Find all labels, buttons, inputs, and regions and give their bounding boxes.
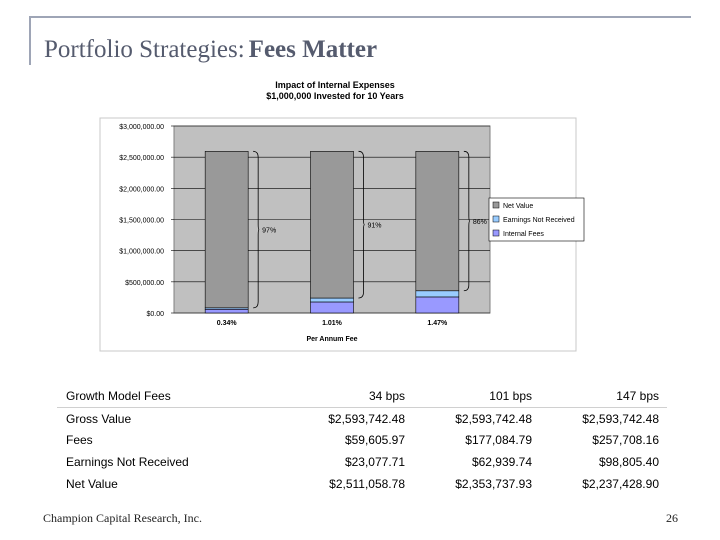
table-cell: $257,708.16 [592, 433, 659, 448]
percent-annotation: 97% [262, 228, 276, 235]
slide-title: Portfolio Strategies: Fees Matter [44, 36, 377, 64]
table-cell: $62,939.74 [471, 455, 532, 470]
slide-title-prefix: Portfolio Strategies: [44, 36, 245, 63]
row-label: Net Value [66, 477, 118, 492]
row-label: Fees [66, 433, 93, 448]
page-number: 26 [666, 511, 678, 525]
net-value-bracket [358, 150, 365, 299]
table-cell: $2,353,737.93 [455, 477, 532, 492]
bar-internal-fees [310, 301, 354, 314]
footer-company: Champion Capital Research, Inc. [43, 511, 202, 525]
y-tick-label: $1,000,000.00 [119, 249, 164, 256]
table-cell: 101 bps [413, 385, 540, 408]
bar-net-value [204, 151, 249, 309]
bar-internal-fees [415, 296, 460, 314]
legend-label: Internal Fees [503, 231, 544, 238]
bar-earnings-not-received [415, 290, 460, 298]
table-cell: 147 bps [540, 385, 667, 408]
table-cell: 34 bps [286, 385, 413, 408]
x-axis-title: Per Annum Fee [306, 336, 357, 343]
y-tick-label: $2,000,000.00 [119, 186, 164, 193]
bar-earnings-not-received [310, 297, 354, 303]
legend-label: Net Value [503, 203, 533, 210]
fees-table: Growth Model Fees 34 bps 101 bps 147 bps… [57, 385, 667, 495]
row-label: Growth Model Fees [57, 385, 286, 408]
legend-label: Earnings Not Received [503, 217, 575, 224]
table-cell: $98,805.40 [598, 455, 659, 470]
table-cell: $2,593,742.48 [328, 411, 405, 426]
y-tick-label: $1,500,000.00 [119, 218, 164, 225]
slide-frame-left [29, 16, 31, 65]
legend-swatch [492, 201, 500, 209]
legend-swatch [492, 215, 500, 223]
table-cell: $23,077.71 [344, 455, 405, 470]
table-row: Earnings Not Received $23,077.71 $62,939… [57, 451, 667, 473]
table-row: Fees $59,605.97 $177,084.79 $257,708.16 [57, 430, 667, 452]
net-value-bracket [463, 150, 470, 292]
table-cell: $2,511,058.78 [329, 477, 405, 492]
y-tick-label: $0.00 [146, 311, 164, 318]
table-row: Growth Model Fees 34 bps 101 bps 147 bps [57, 385, 667, 408]
y-tick-label: $3,000,000.00 [119, 124, 164, 131]
y-tick-label: $500,000.00 [125, 280, 164, 287]
table-cell: $2,593,742.48 [582, 411, 659, 426]
bar-net-value [310, 151, 354, 299]
table-row: Gross Value $2,593,742.48 $2,593,742.48 … [57, 407, 667, 429]
chart-subtitle: $1,000,000 Invested for 10 Years [266, 91, 403, 101]
table-row: Net Value $2,511,058.78 $2,353,737.93 $2… [57, 473, 667, 495]
table-cell: $2,237,428.90 [582, 477, 659, 492]
table-cell: $2,593,742.48 [455, 411, 532, 426]
bar-net-value [415, 151, 460, 292]
row-label: Earnings Not Received [66, 455, 189, 470]
legend-swatch [492, 229, 500, 237]
chart-title: Impact of Internal Expenses [275, 80, 395, 90]
x-tick-label: 1.47% [427, 320, 448, 327]
fees-chart: Impact of Internal Expenses$1,000,000 In… [99, 80, 585, 352]
row-label: Gross Value [66, 411, 132, 426]
table-cell: $177,084.79 [465, 433, 532, 448]
table-cell: $59,605.97 [344, 433, 405, 448]
x-tick-label: 1.01% [322, 320, 343, 327]
legend-box [488, 197, 585, 242]
percent-annotation: 86% [473, 219, 487, 226]
percent-annotation: 91% [368, 223, 382, 230]
y-tick-label: $2,500,000.00 [119, 155, 164, 162]
slide-title-main: Fees Matter [248, 36, 378, 63]
x-tick-label: 0.34% [217, 320, 238, 327]
slide-frame-top [29, 16, 691, 18]
bar-internal-fees [204, 308, 249, 314]
